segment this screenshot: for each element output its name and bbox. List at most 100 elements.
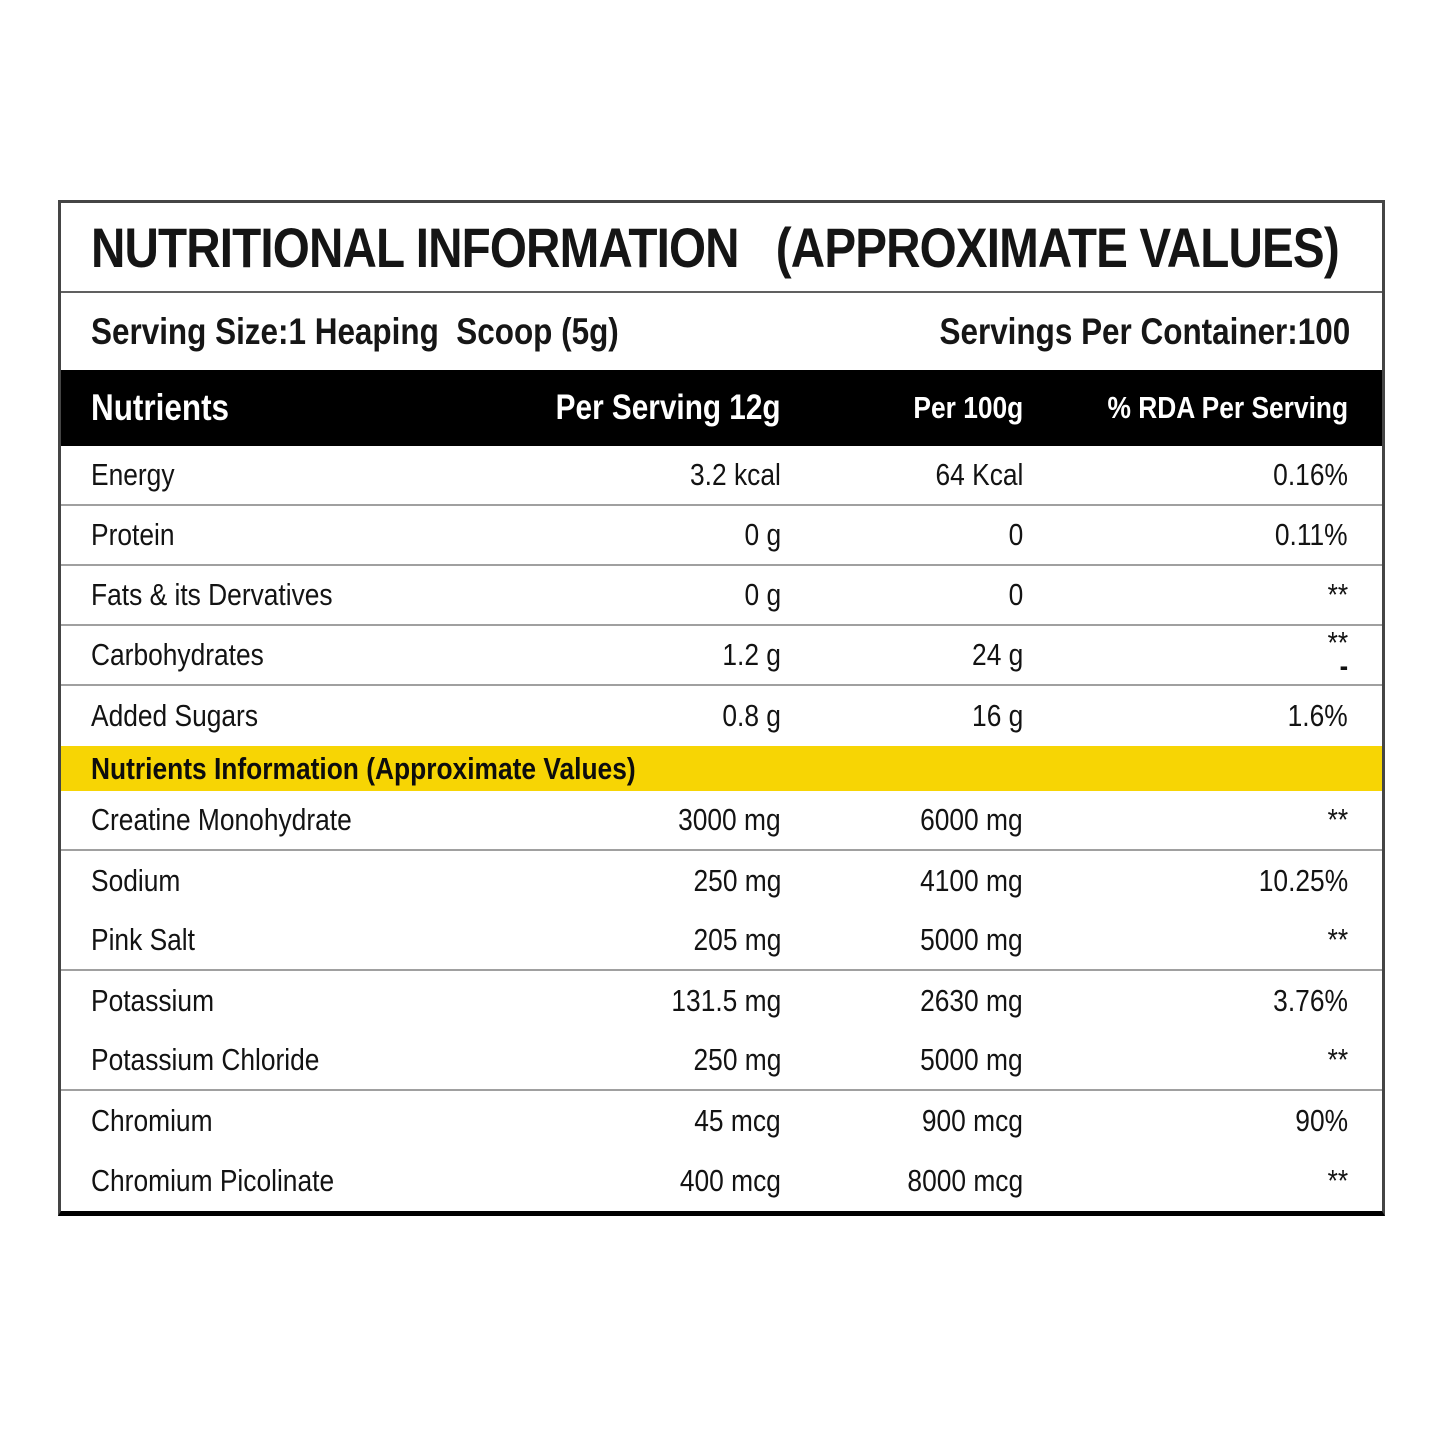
rda-value-cell: ** (1023, 566, 1382, 624)
per-serving-value: 0 g (744, 577, 781, 612)
per-serving-value-cell: 0 g (461, 566, 781, 624)
per-serving-value: 205 mg (693, 922, 781, 957)
per-100g-value-cell: 5000 mg (781, 1031, 1023, 1089)
rda-value: ** (1327, 1042, 1348, 1077)
per-100g-value-cell: 8000 mcg (781, 1151, 1023, 1211)
rda-value: 3.76% (1273, 983, 1348, 1018)
rda-value-cell: 3.76% (1023, 971, 1382, 1031)
rda-value: ** (1327, 922, 1348, 957)
per-100g-value: 64 Kcal (935, 457, 1023, 492)
header-cell-per-serving: Per Serving 12g (461, 370, 781, 446)
per-serving-value: 1.2 g (722, 637, 781, 672)
per-100g-value: 2630 mg (920, 983, 1023, 1018)
rda-dash-note: - (1339, 650, 1349, 684)
per-100g-value: 5000 mg (920, 922, 1023, 957)
nutrient-name-cell: Potassium (61, 971, 461, 1031)
table-header-row: Nutrients Per Serving 12g Per 100g % RDA… (61, 370, 1382, 446)
per-100g-value: 16 g (971, 698, 1023, 733)
nutrient-name: Pink Salt (91, 922, 195, 957)
per-serving-value-cell: 45 mcg (461, 1091, 781, 1151)
nutrient-name-cell: Potassium Chloride (61, 1031, 461, 1089)
per-serving-value: 0.8 g (722, 698, 781, 733)
label-title-row: NUTRITIONAL INFORMATION (APPROXIMATE VAL… (61, 203, 1382, 293)
rda-asterisks: ** (1327, 625, 1348, 661)
per-serving-value-cell: 3000 mg (461, 791, 781, 849)
table-row: Potassium Chloride 250 mg 5000 mg ** (61, 1031, 1382, 1091)
table-row: Carbohydrates 1.2 g 24 g ** - (61, 626, 1382, 686)
per-100g-value-cell: 64 Kcal (781, 446, 1023, 504)
per-100g-value: 6000 mg (920, 802, 1023, 837)
nutrient-name-cell: Chromium Picolinate (61, 1151, 461, 1211)
per-serving-value-cell: 0 g (461, 506, 781, 564)
rda-value: ** (1327, 577, 1348, 612)
rda-value-cell: ** - (1023, 626, 1382, 684)
table-row: Sodium 250 mg 4100 mg 10.25% (61, 851, 1382, 911)
per-serving-value: 3000 mg (678, 802, 781, 837)
per-serving-value: 250 mg (693, 1042, 781, 1077)
rda-value: 10.25% (1258, 863, 1348, 898)
rda-value-cell: 1.6% (1023, 686, 1382, 746)
header-nutrients-label: Nutrients (91, 387, 230, 428)
supplement-nutrient-rows: Creatine Monohydrate 3000 mg 6000 mg ** Sodi… (61, 791, 1382, 1211)
table-row: Chromium 45 mcg 900 mcg 90% (61, 1091, 1382, 1151)
per-100g-value-cell: 2630 mg (781, 971, 1023, 1031)
per-serving-value-cell: 131.5 mg (461, 971, 781, 1031)
table-row: Added Sugars 0.8 g 16 g 1.6% (61, 686, 1382, 746)
nutrient-name: Potassium (91, 983, 215, 1018)
per-100g-value: 900 mcg (921, 1103, 1023, 1138)
per-serving-value-cell: 1.2 g (461, 626, 781, 684)
per-serving-value: 45 mcg (694, 1103, 781, 1138)
nutrient-name-cell: Chromium (61, 1091, 461, 1151)
table-row: Pink Salt 205 mg 5000 mg ** (61, 911, 1382, 971)
nutrient-name-cell: Added Sugars (61, 686, 461, 746)
nutrition-label: NUTRITIONAL INFORMATION (APPROXIMATE VAL… (58, 200, 1385, 1216)
per-serving-value-cell: 250 mg (461, 1031, 781, 1089)
nutrient-name: Carbohydrates (91, 637, 264, 672)
header-cell-per-100g: Per 100g (781, 370, 1023, 446)
nutrient-name-cell: Protein (61, 506, 461, 564)
per-serving-value: 131.5 mg (671, 983, 781, 1018)
per-serving-value-cell: 3.2 kcal (461, 446, 781, 504)
per-100g-value-cell: 16 g (781, 686, 1023, 746)
servings-per-container-label: Servings Per Container:100 (939, 310, 1350, 352)
header-per-100g-label: Per 100g (913, 390, 1023, 425)
per-100g-value-cell: 0 (781, 506, 1023, 564)
rda-value-cell: 0.16% (1023, 446, 1382, 504)
rda-value-cell: 90% (1023, 1091, 1382, 1151)
rda-value-cell: 10.25% (1023, 851, 1382, 911)
per-100g-value-cell: 0 (781, 566, 1023, 624)
rda-value-cell: 0.11% (1023, 506, 1382, 564)
per-serving-value-cell: 0.8 g (461, 686, 781, 746)
serving-size-label: Serving Size:1 Heaping Scoop (5g) (91, 310, 619, 352)
per-100g-value: 0 (1008, 517, 1023, 552)
rda-value: ** - (1327, 625, 1349, 684)
per-100g-value-cell: 6000 mg (781, 791, 1023, 849)
nutrient-name: Creatine Monohydrate (91, 802, 352, 837)
per-100g-value: 5000 mg (920, 1042, 1023, 1077)
table-row: Energy 3.2 kcal 64 Kcal 0.16% (61, 446, 1382, 506)
rda-value-cell: ** (1023, 1031, 1382, 1089)
per-100g-value-cell: 5000 mg (781, 911, 1023, 969)
nutrient-name: Chromium (91, 1103, 213, 1138)
table-row: Creatine Monohydrate 3000 mg 6000 mg ** (61, 791, 1382, 851)
per-100g-value: 24 g (971, 637, 1023, 672)
nutrient-name: Potassium Chloride (91, 1042, 320, 1077)
nutrient-name: Added Sugars (91, 698, 259, 733)
rda-value-cell: ** (1023, 911, 1382, 969)
page-title: NUTRITIONAL INFORMATION (APPROXIMATE VAL… (91, 215, 1340, 279)
per-serving-value: 3.2 kcal (690, 457, 781, 492)
rda-value-cell: ** (1023, 791, 1382, 849)
per-serving-value: 250 mg (693, 863, 781, 898)
serving-info-row: Serving Size:1 Heaping Scoop (5g) Servin… (61, 293, 1382, 370)
per-serving-value-cell: 205 mg (461, 911, 781, 969)
header-rda-label: % RDA Per Serving (1107, 390, 1348, 425)
rda-value: 0.16% (1273, 457, 1348, 492)
macro-nutrient-rows: Energy 3.2 kcal 64 Kcal 0.16% Protein 0 g 0 0.1… (61, 446, 1382, 746)
nutrient-name-cell: Creatine Monohydrate (61, 791, 461, 849)
per-100g-value-cell: 24 g (781, 626, 1023, 684)
rda-value: 90% (1295, 1103, 1348, 1138)
nutrient-name-cell: Carbohydrates (61, 626, 461, 684)
nutrient-name-cell: Pink Salt (61, 911, 461, 969)
header-per-serving-label: Per Serving 12g (556, 388, 781, 427)
rda-value: 1.6% (1287, 698, 1348, 733)
